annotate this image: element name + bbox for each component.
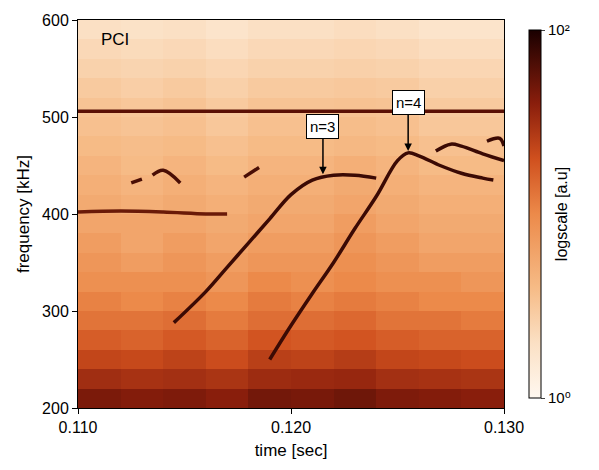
svg-text:n=4: n=4	[396, 94, 421, 111]
svg-text:400: 400	[42, 206, 69, 223]
svg-text:10⁰: 10⁰	[548, 389, 571, 406]
svg-text:n=3: n=3	[310, 118, 335, 135]
svg-text:0.110: 0.110	[59, 419, 98, 436]
svg-text:0.130: 0.130	[484, 419, 524, 436]
svg-text:logscale [a.u]: logscale [a.u]	[553, 167, 570, 261]
svg-text:200: 200	[42, 400, 69, 417]
svg-text:frequency [kHz]: frequency [kHz]	[14, 155, 33, 273]
svg-text:600: 600	[42, 12, 69, 29]
svg-text:0.120: 0.120	[271, 419, 311, 436]
svg-text:300: 300	[42, 303, 69, 320]
svg-text:PCI: PCI	[101, 30, 129, 49]
svg-text:time [sec]: time [sec]	[255, 441, 328, 460]
svg-text:10²: 10²	[548, 21, 570, 38]
svg-text:500: 500	[42, 109, 69, 126]
